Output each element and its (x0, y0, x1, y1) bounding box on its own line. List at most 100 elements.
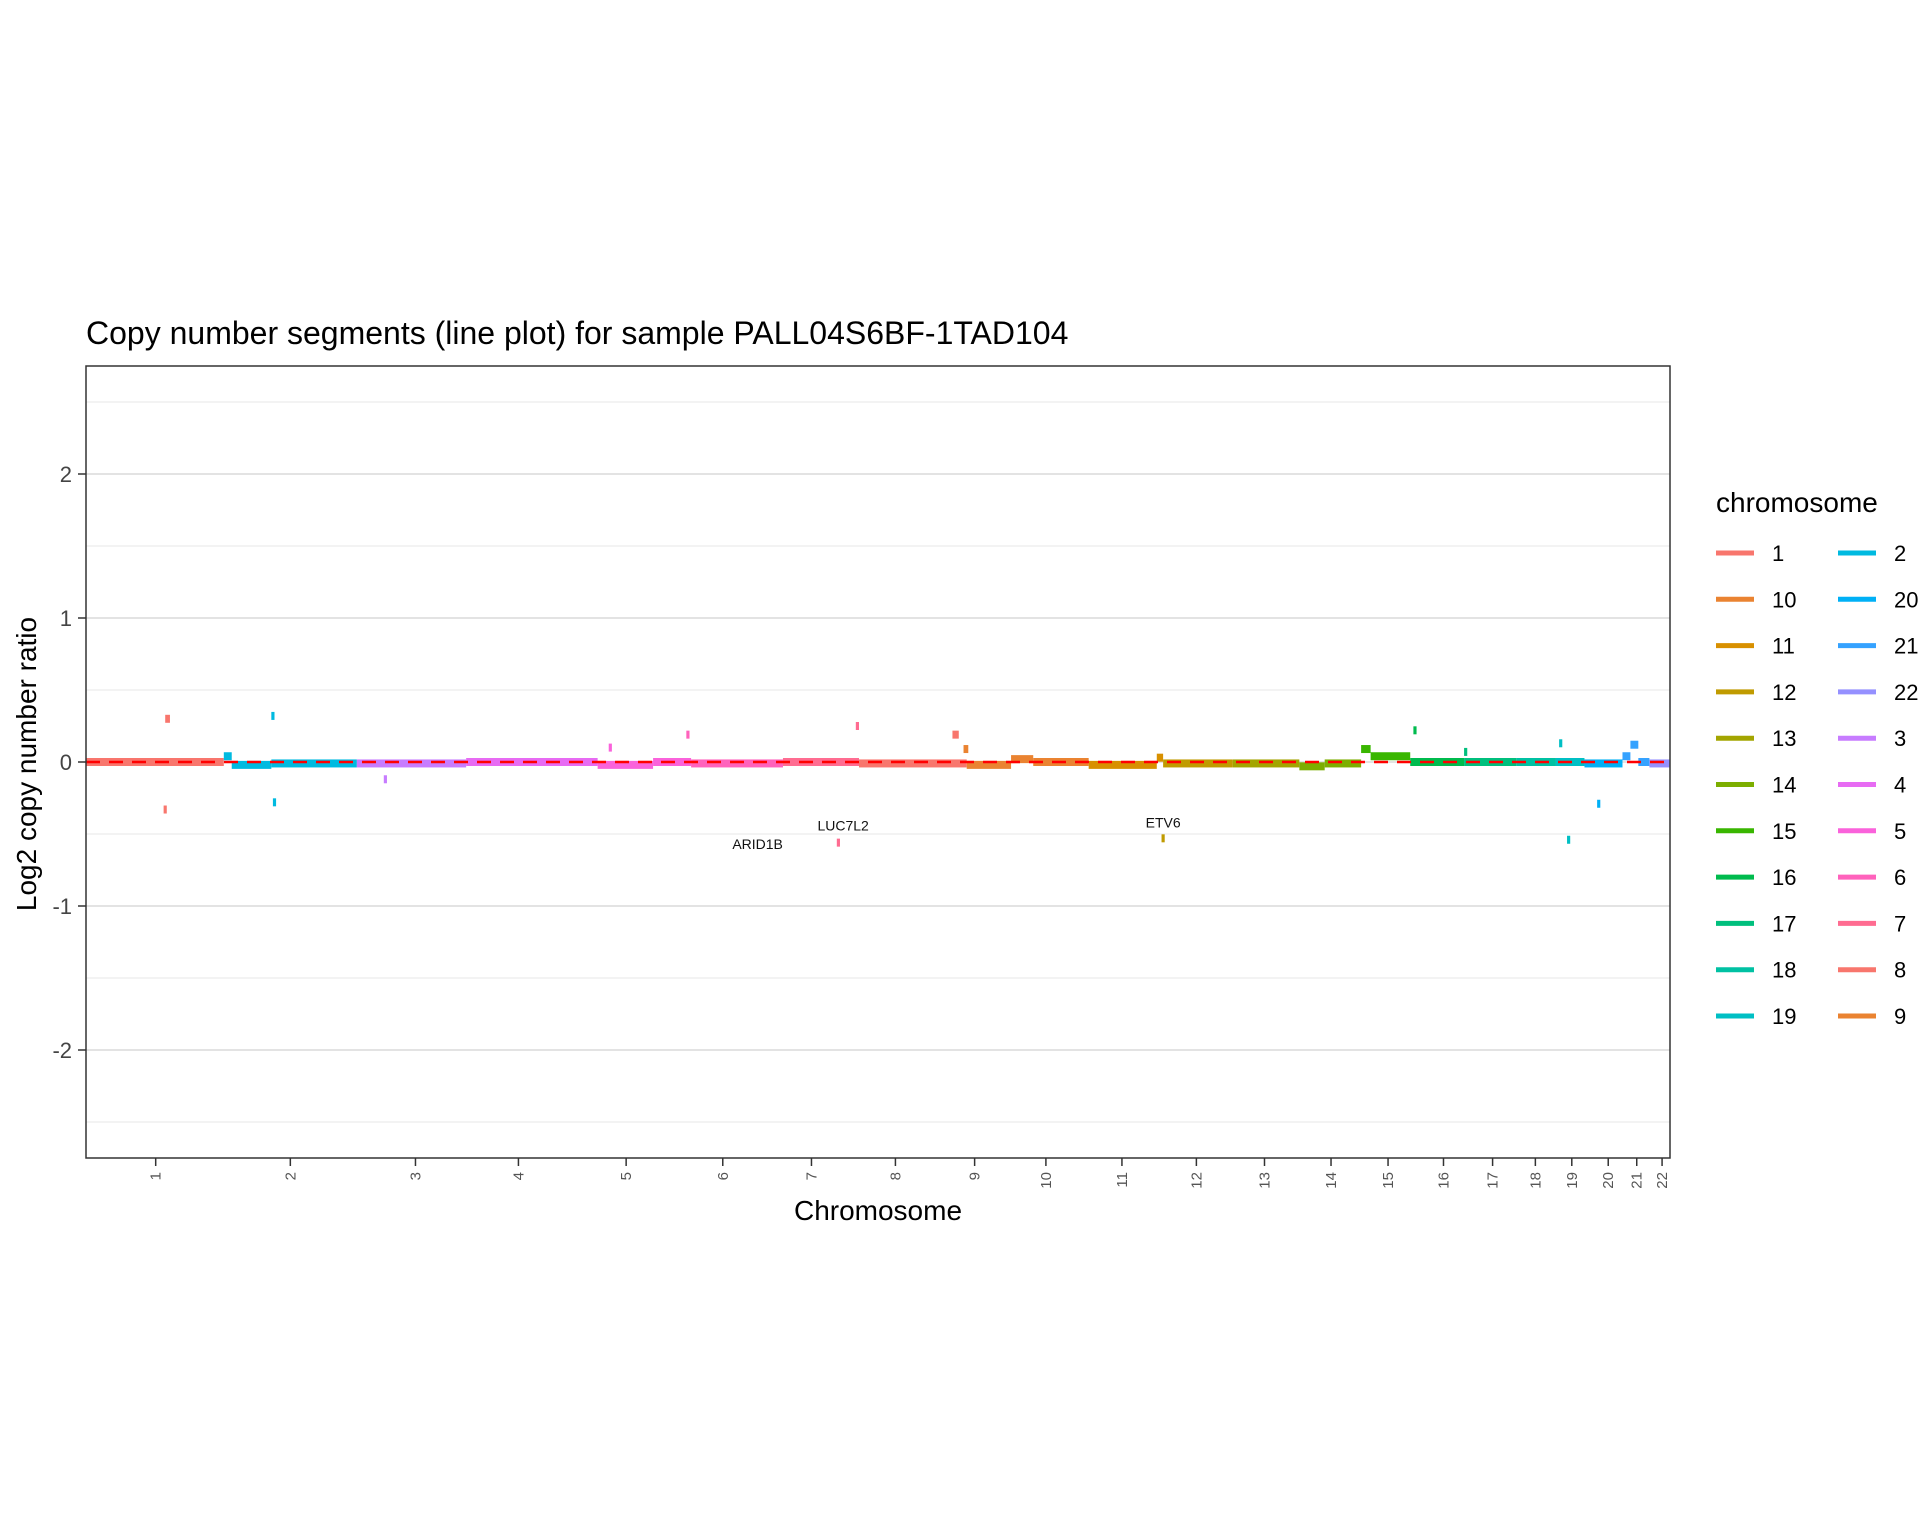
segment-chr8 (952, 730, 959, 739)
x-tick-label-chr17: 17 (1485, 1172, 1502, 1189)
y-tick-label: 2 (60, 462, 72, 487)
segment-chr11 (1088, 760, 1157, 769)
segment-chr5 (597, 760, 654, 769)
segment-chr16 (1413, 726, 1417, 735)
x-tick-label-chr18: 18 (1527, 1172, 1544, 1189)
y-tick-label: -1 (52, 894, 72, 919)
x-tick-label-chr7: 7 (803, 1172, 820, 1180)
x-tick-label-chr1: 1 (148, 1172, 165, 1180)
segment-chr21 (1630, 740, 1639, 749)
segment-chr15 (1370, 752, 1411, 761)
x-tick-label-chr11: 11 (1114, 1172, 1131, 1188)
segment-chr14 (1324, 759, 1362, 768)
segment-chr16 (1410, 758, 1465, 766)
x-tick-label-chr4: 4 (510, 1172, 527, 1180)
plot-border (85, 365, 1671, 1159)
segment-chr12 (1161, 834, 1165, 843)
legend: 1 10 11 12 13 14 15 16 17 18 19 2 20 21 22 3 4 5 6 7 8 9 (1716, 541, 1918, 1029)
x-tick-label-chr14: 14 (1323, 1172, 1340, 1189)
legend-label-chr13: 13 (1772, 726, 1796, 751)
x-tick-label-chr19: 19 (1564, 1172, 1581, 1189)
segment-chr3 (383, 775, 387, 784)
legend-label-chr10: 10 (1772, 587, 1796, 612)
legend-label-chr6: 6 (1894, 865, 1906, 890)
segment-chr20 (1584, 759, 1623, 768)
legend-label-chr20: 20 (1894, 587, 1918, 612)
segment-chr5 (608, 743, 612, 752)
segment-chr10 (1011, 755, 1034, 764)
segment-chr1 (165, 714, 170, 723)
segment-chr19 (1567, 835, 1571, 844)
segment-chr21 (1638, 758, 1650, 766)
legend-label-chr2: 2 (1894, 541, 1906, 566)
legend-label-chr1: 1 (1772, 541, 1784, 566)
legend-label-chr7: 7 (1894, 911, 1906, 936)
x-tick-label-chr6: 6 (715, 1172, 732, 1180)
y-tick-label: 0 (60, 750, 72, 775)
legend-label-chr21: 21 (1894, 634, 1918, 659)
legend-label-chr4: 4 (1894, 773, 1906, 798)
legend-label-chr5: 5 (1894, 819, 1906, 844)
legend-label-chr16: 16 (1772, 865, 1796, 890)
y-axis-title: Log2 copy number ratio (11, 617, 42, 911)
x-tick-label-chr21: 21 (1629, 1172, 1646, 1189)
x-tick-label-chr13: 13 (1256, 1172, 1273, 1189)
x-axis-title: Chromosome (794, 1195, 962, 1226)
segment-chr2 (272, 798, 277, 807)
segment-chr2 (223, 752, 232, 761)
legend-label-chr14: 14 (1772, 773, 1796, 798)
legend-label-chr3: 3 (1894, 726, 1906, 751)
x-tick-label-chr12: 12 (1188, 1172, 1205, 1189)
chart-title: Copy number segments (line plot) for sam… (86, 315, 1068, 351)
legend-label-chr19: 19 (1772, 1004, 1796, 1029)
segment-chr14 (1299, 762, 1325, 771)
segment-chr2 (231, 760, 272, 769)
legend-label-chr8: 8 (1894, 958, 1906, 983)
x-tick-label-chr15: 15 (1380, 1172, 1397, 1189)
segment-chr21 (1622, 752, 1631, 761)
x-tick-label-chr2: 2 (282, 1172, 299, 1180)
segment-chr3 (356, 759, 467, 768)
legend-label-chr22: 22 (1894, 680, 1918, 705)
segment-chr2 (271, 711, 275, 720)
legend-title: chromosome (1716, 487, 1878, 518)
segment-chr11 (1156, 753, 1164, 762)
x-tick-label-chr3: 3 (407, 1172, 424, 1180)
segment-chr9 (963, 745, 969, 754)
x-tick-label-chr5: 5 (618, 1172, 635, 1180)
gene-label-arid1b: ARID1B (732, 836, 783, 852)
segment-chr13 (1232, 759, 1300, 768)
x-tick-label-chr20: 20 (1600, 1172, 1617, 1189)
x-tick-label-chr9: 9 (967, 1172, 984, 1180)
legend-label-chr18: 18 (1772, 958, 1796, 983)
legend-label-chr12: 12 (1772, 680, 1796, 705)
x-tick-label-chr22: 22 (1654, 1172, 1671, 1189)
legend-label-chr15: 15 (1772, 819, 1796, 844)
segment-chr1 (86, 758, 224, 766)
segment-chr7 (836, 838, 840, 847)
y-tick-label: 1 (60, 606, 72, 631)
segment-chr15 (1361, 745, 1371, 754)
legend-label-chr9: 9 (1894, 1004, 1906, 1029)
segment-chr20 (1597, 799, 1601, 808)
x-tick-label-chr10: 10 (1038, 1172, 1055, 1189)
segment-chr6 (686, 730, 690, 739)
gene-label-etv6: ETV6 (1146, 814, 1181, 830)
legend-label-chr11: 11 (1772, 634, 1795, 659)
segment-chr22 (1649, 759, 1670, 768)
segment-chr8 (858, 759, 967, 768)
segment-chr12 (1163, 759, 1233, 768)
segment-chr19 (1559, 739, 1563, 748)
segment-chr7 (855, 722, 859, 730)
segment-chr17 (1464, 747, 1468, 756)
segment-chr7 (782, 758, 859, 766)
segment-chr2 (271, 759, 357, 768)
segment-chr9 (966, 760, 1012, 769)
segment-chr1 (163, 805, 167, 814)
y-tick-label: -2 (52, 1038, 72, 1063)
segment-chr6 (691, 759, 783, 768)
x-tick-label-chr16: 16 (1435, 1172, 1452, 1189)
x-tick-label-chr8: 8 (887, 1172, 904, 1180)
